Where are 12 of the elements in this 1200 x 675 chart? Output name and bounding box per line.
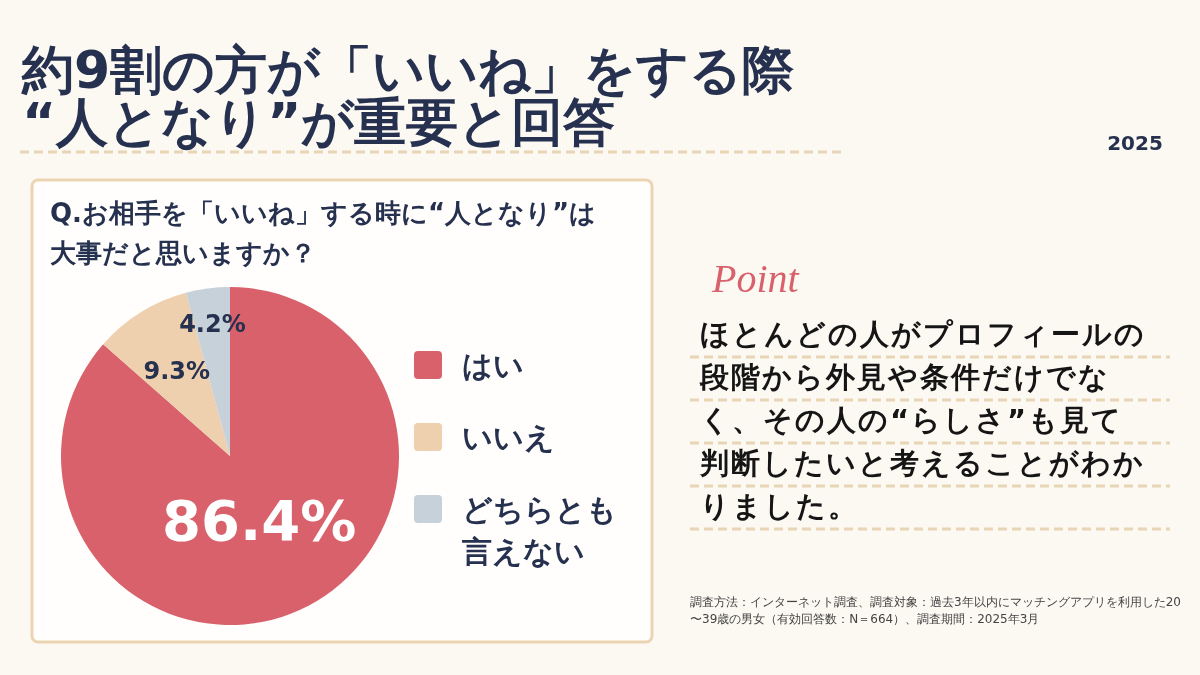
text: Point: [711, 256, 800, 301]
data-label: 86.4%: [162, 488, 357, 554]
chart-title: 約9割の方が「いいね」をする際 “人となり”が重要と回答: [21, 40, 795, 152]
legend-label: いいえ: [462, 420, 555, 455]
legend-label: はい: [462, 348, 524, 383]
text: 調査方法：インターネット調査、調査対象：過去3年以内にマッチングアプリを利用した20〜39歳の男女（有効回答数：N＝664）、調査期間：2025年3月: [690, 595, 1181, 626]
pie-slice: [61, 287, 399, 625]
text: 2025: [1107, 131, 1163, 155]
data-label: 9.3%: [143, 356, 211, 385]
legend-label: どちらとも言えない: [461, 492, 617, 569]
chart-subtitle: Q.お相手を「いいね」する時に“人となり”は大事だと思いますか？: [50, 198, 597, 268]
text: ほとんどの人がプロフィールの段階から外見や条件だけでなく、その人の“らしさ”も見て判断したいと考えることがわかりました。: [699, 317, 1146, 523]
